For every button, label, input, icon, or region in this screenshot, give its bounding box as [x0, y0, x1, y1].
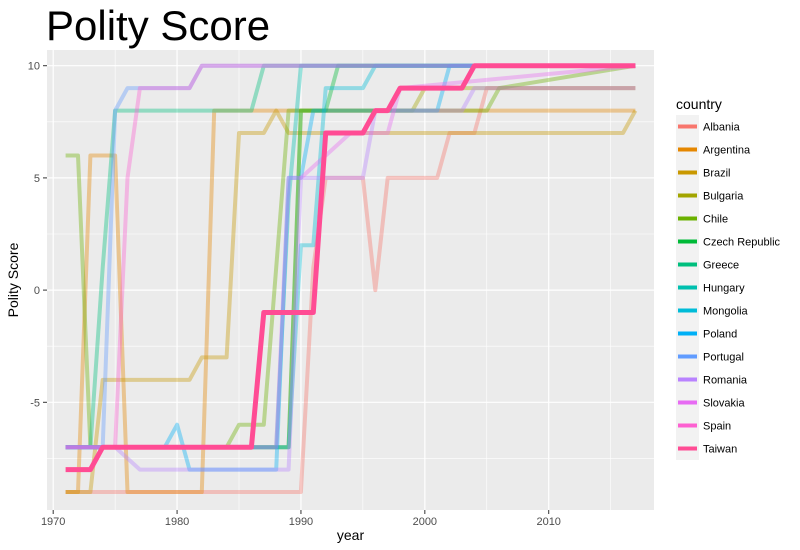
legend-label-brazil: Brazil — [703, 168, 731, 180]
y-tick-label: 10 — [28, 61, 40, 73]
x-tick-label: 2000 — [413, 516, 437, 528]
series-lines — [65, 63, 638, 494]
series-line-spain — [65, 63, 636, 450]
series-line-albania — [65, 86, 636, 494]
legend-label-czech-republic: Czech Republic — [703, 237, 781, 249]
legend-label-romania: Romania — [703, 375, 748, 387]
legend: country Albania Argentina Brazil Bulgaria Ch… — [676, 96, 781, 460]
series-line-czech-republic — [65, 63, 636, 450]
x-tick-label: 2010 — [536, 516, 560, 528]
series-line-poland — [65, 63, 636, 472]
y-tick-label: 0 — [34, 285, 40, 297]
y-axis-title: Polity Score — [5, 242, 21, 317]
legend-label-chile: Chile — [703, 214, 728, 226]
legend-label-spain: Spain — [703, 421, 731, 433]
legend-label-mongolia: Mongolia — [703, 306, 749, 318]
grid-minor — [47, 50, 654, 510]
y-tick-label: -5 — [30, 397, 40, 409]
y-axis-ticks: -5 0 5 10 — [28, 61, 47, 409]
series-line-taiwan — [65, 63, 636, 473]
legend-title: country — [676, 96, 722, 112]
legend-label-poland: Poland — [703, 329, 737, 341]
series-line-chile — [65, 63, 636, 450]
legend-label-hungary: Hungary — [703, 283, 745, 295]
legend-label-taiwan: Taiwan — [703, 444, 737, 456]
legend-label-slovakia: Slovakia — [703, 398, 745, 410]
legend-label-bulgaria: Bulgaria — [703, 191, 744, 203]
plot-panel — [47, 50, 654, 510]
series-line-greece — [65, 63, 636, 450]
y-tick-label: 5 — [34, 173, 40, 185]
series-line-portugal — [65, 63, 636, 450]
x-tick-label: 1970 — [41, 516, 65, 528]
x-tick-label: 1980 — [165, 516, 189, 528]
chart-title: Polity Score — [46, 2, 270, 49]
legend-items: Albania Argentina Brazil Bulgaria Chile Czech… — [676, 115, 781, 460]
x-tick-label: 1990 — [289, 516, 313, 528]
x-axis-ticks: 1970 1980 1990 2000 2010 — [41, 510, 561, 528]
series-line-bulgaria — [65, 86, 636, 450]
grid-major — [47, 50, 654, 510]
legend-label-albania: Albania — [703, 122, 741, 134]
series-line-mongolia — [65, 63, 636, 450]
legend-label-greece: Greece — [703, 260, 739, 272]
x-axis-title: year — [337, 527, 365, 543]
legend-label-argentina: Argentina — [703, 145, 751, 157]
series-line-argentina — [65, 108, 636, 494]
legend-label-portugal: Portugal — [703, 352, 744, 364]
